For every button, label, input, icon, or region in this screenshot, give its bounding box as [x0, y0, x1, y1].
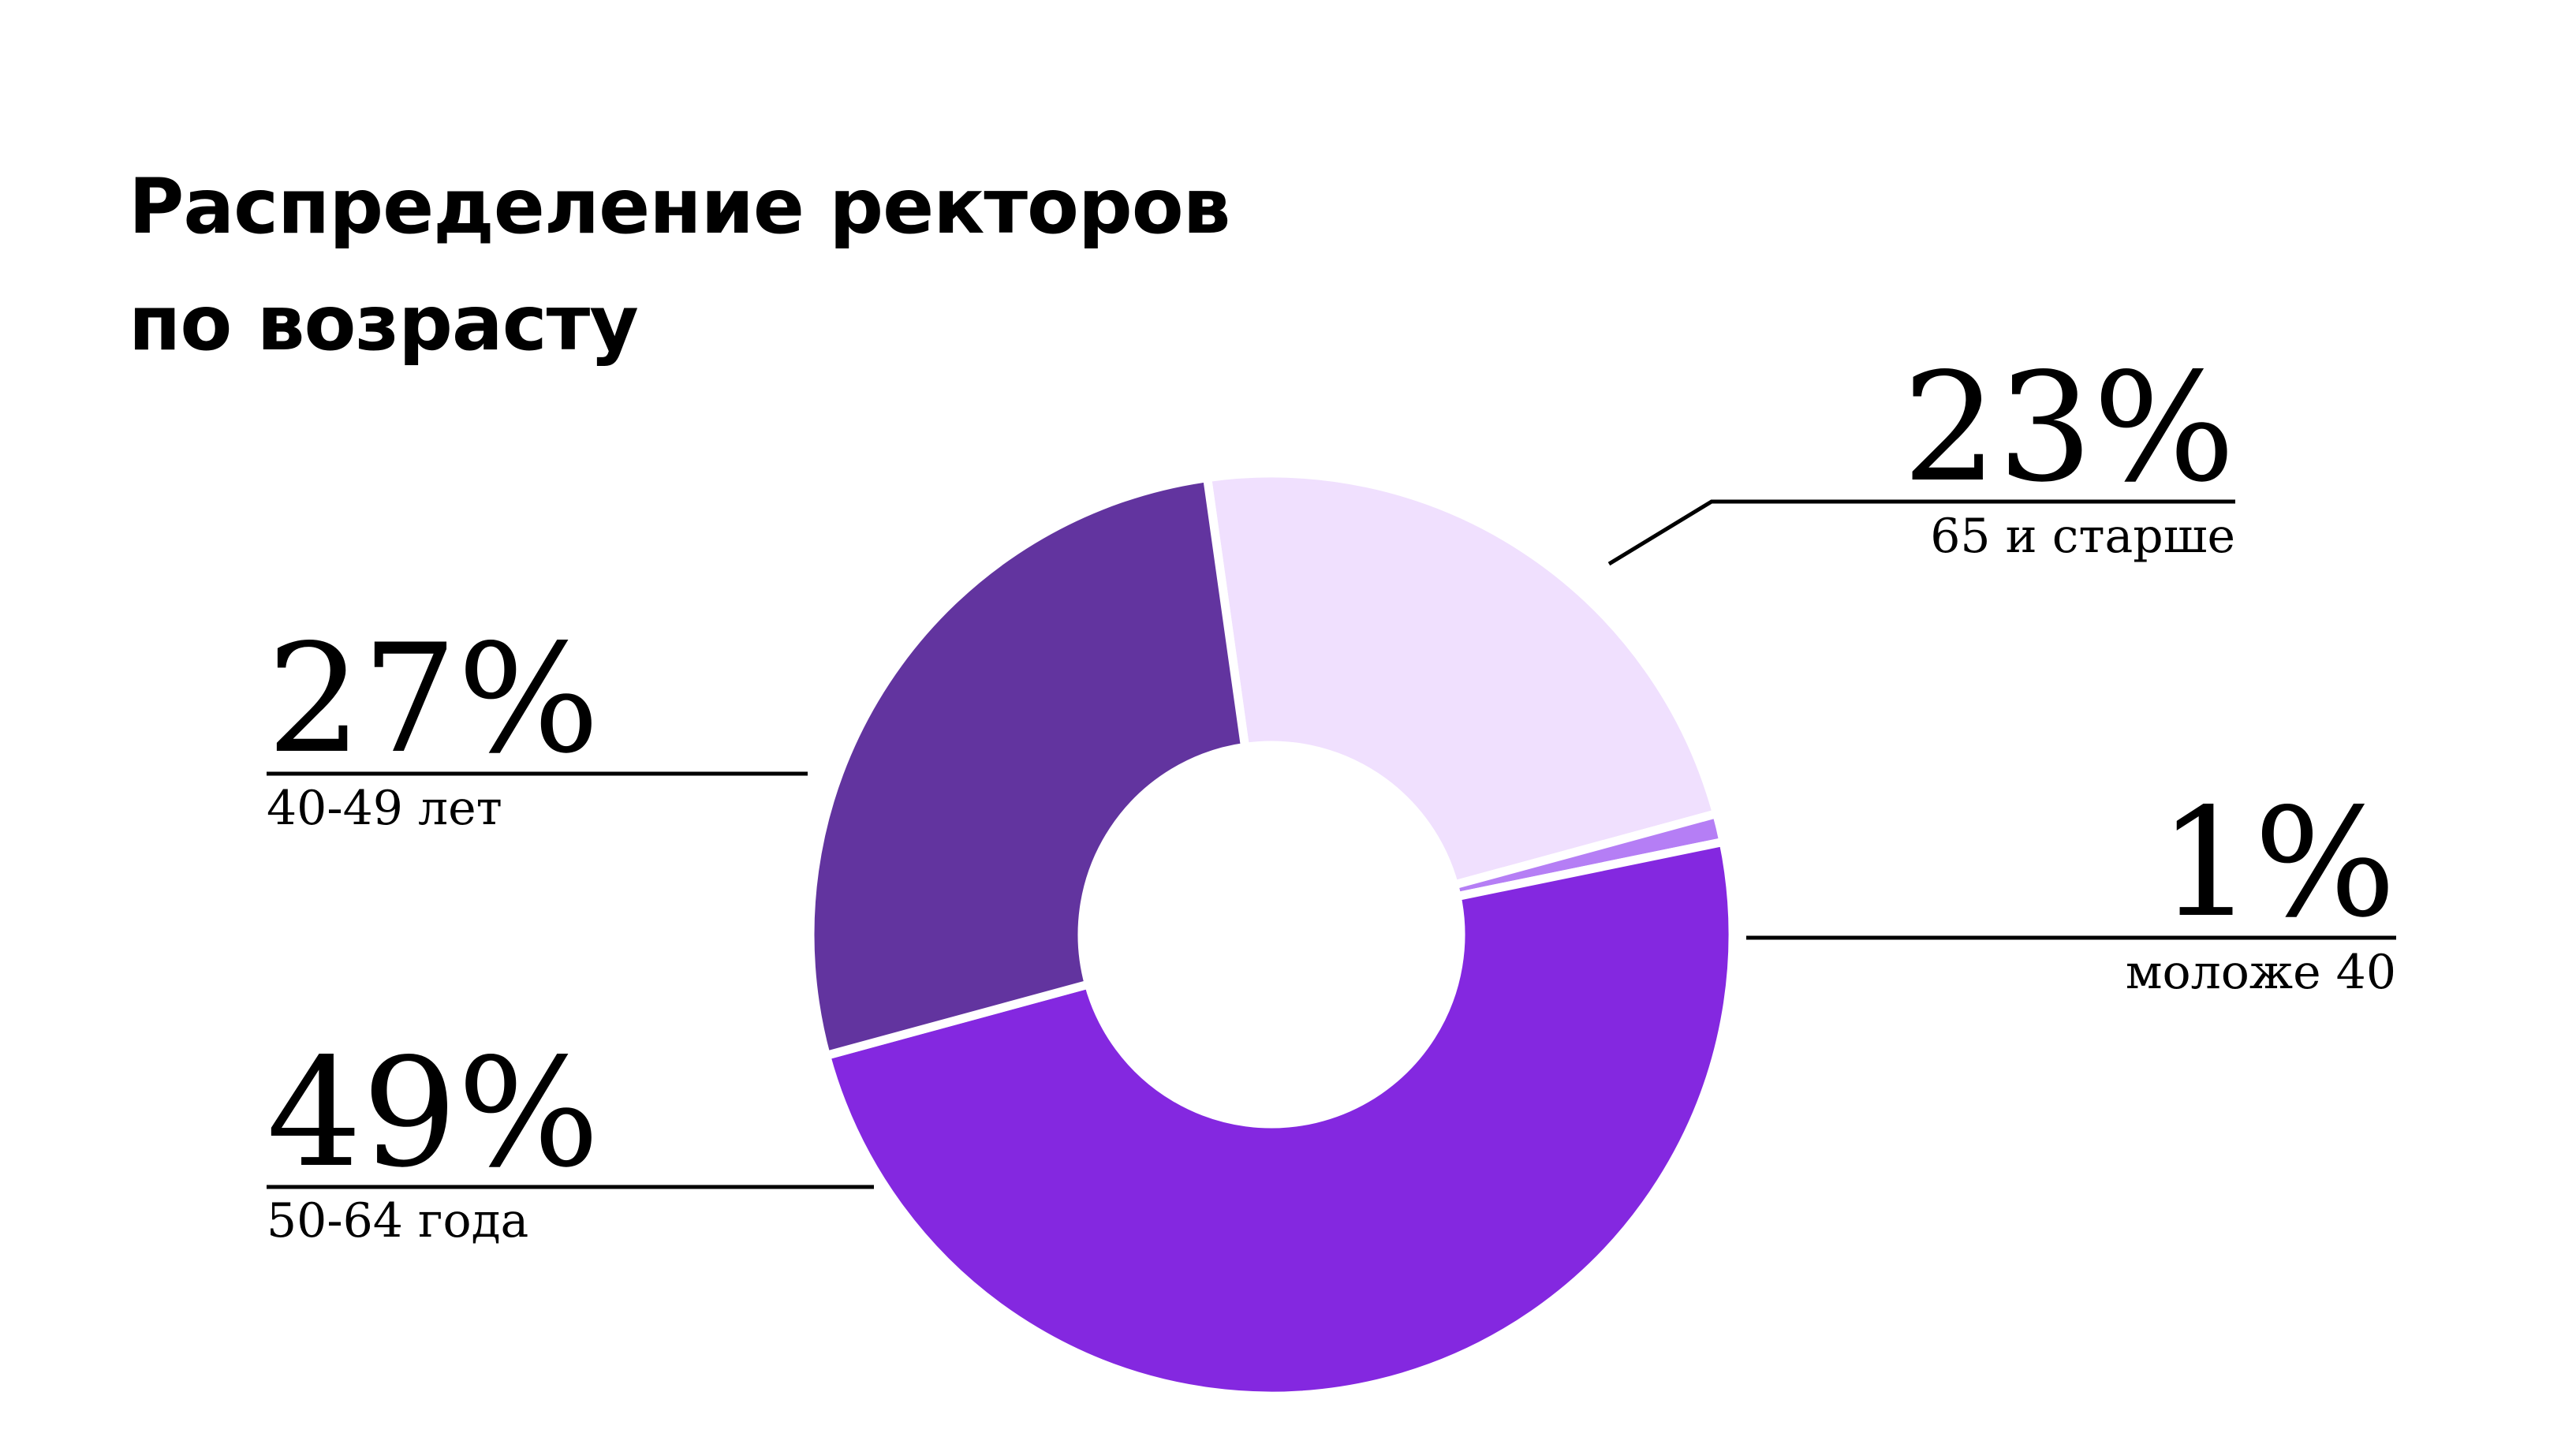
donut-slices [805, 468, 1738, 1401]
callout-line-65-and-older [1607, 499, 2235, 566]
value-label-40-49: 27% [267, 612, 599, 786]
slice-labels: 23% 65 и старше 1% моложе 40 49% 50-64 г… [267, 341, 2396, 1248]
chart-title-line-2: по возрасту [129, 279, 639, 368]
chart-title-line-1: Распределение ректоров [129, 162, 1230, 251]
category-label-50-64: 50-64 года [267, 1193, 528, 1248]
category-label-40-49: 40-49 лет [267, 781, 502, 836]
value-label-65-and-older: 23% [1902, 341, 2235, 515]
donut-slice-65-and-older [1203, 468, 1722, 890]
value-label-50-64: 49% [267, 1026, 599, 1200]
category-label-under-40: моложе 40 [2126, 945, 2396, 1000]
donut-slice-50-64 [821, 837, 1738, 1401]
donut-slice-40-49 [805, 473, 1250, 1060]
chart-title: Распределение ректоров по возрасту [129, 148, 1469, 382]
category-label-65-and-older: 65 и старше [1930, 509, 2235, 564]
value-label-under-40: 1% [2159, 776, 2396, 950]
callout-lines [267, 499, 2396, 1189]
